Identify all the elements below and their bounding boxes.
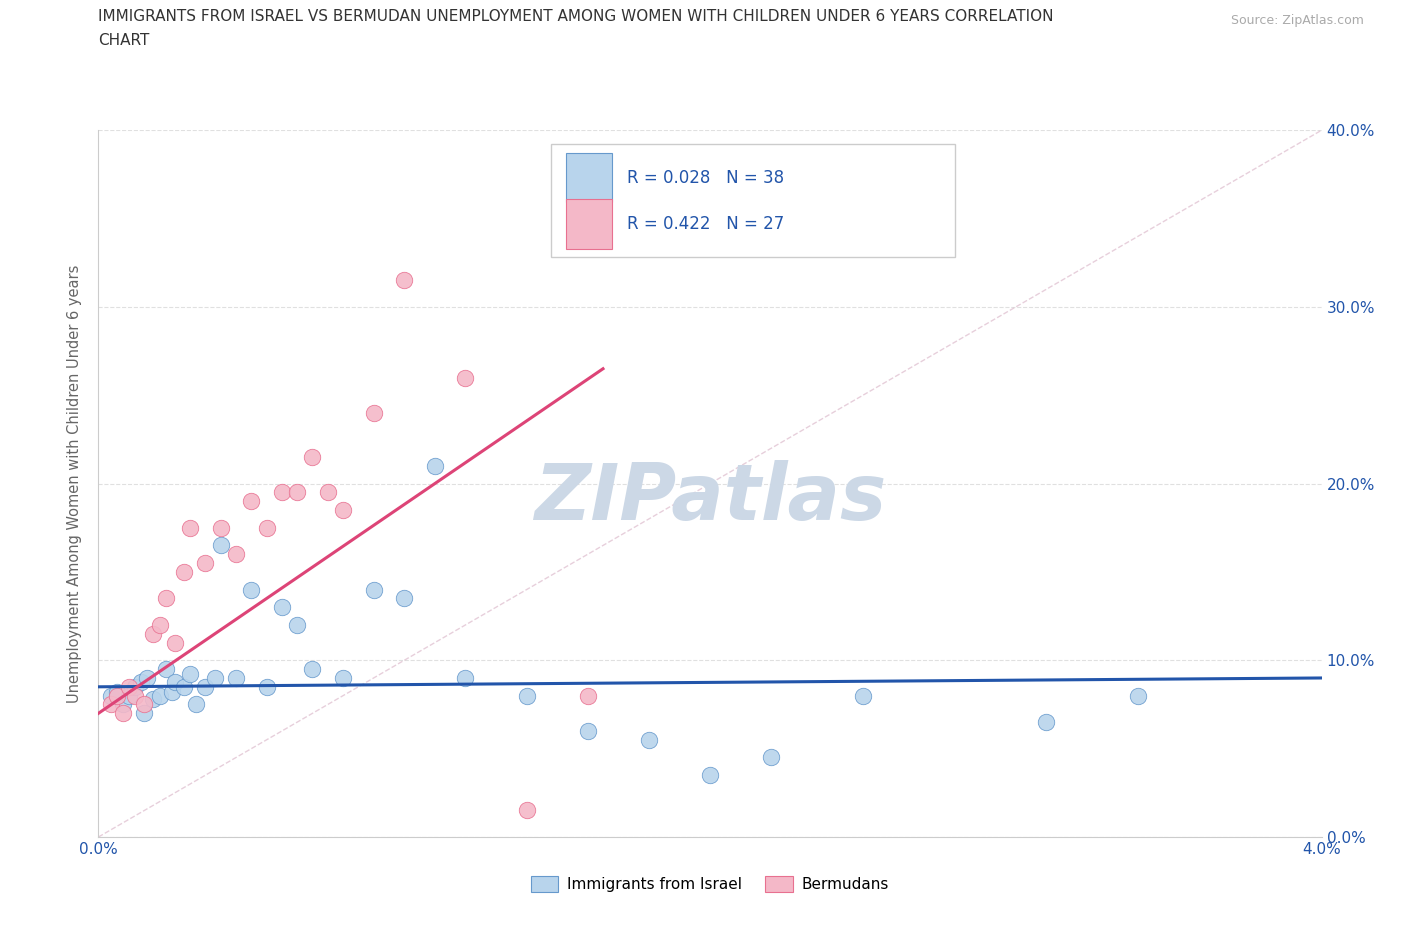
Point [270,600,294,615]
Point [149,618,172,632]
Point [240,582,263,597]
Y-axis label: Unemployment Among Women with Children Under 6 years: Unemployment Among Women with Children U… [67,264,83,703]
Point [163,674,186,689]
Point [256,679,278,694]
FancyBboxPatch shape [551,144,955,258]
Point [204,671,226,685]
Point [285,618,308,632]
Legend: Immigrants from Israel, Bermudans: Immigrants from Israel, Bermudans [523,869,897,900]
Point [100,698,122,712]
Point [118,679,141,694]
Point [155,662,177,677]
Point [160,684,183,699]
Point [225,671,247,685]
Point [149,688,172,703]
FancyBboxPatch shape [565,153,612,203]
Point [163,635,186,650]
Point [576,688,599,703]
Point [105,688,128,703]
Point [392,273,416,288]
Point [111,706,134,721]
Point [142,692,165,707]
Point [136,671,159,685]
Point [316,485,339,500]
Point [515,688,537,703]
Point [134,706,156,721]
Point [155,591,177,606]
Point [111,698,134,712]
Point [638,733,661,748]
Point [332,503,354,518]
Point [332,671,354,685]
Point [173,565,195,579]
Point [699,768,721,783]
Point [194,679,217,694]
Point [852,688,875,703]
Point [100,688,122,703]
FancyBboxPatch shape [565,199,612,249]
Point [173,679,195,694]
Point [363,405,385,420]
Point [124,688,146,703]
Point [1035,715,1057,730]
Point [454,671,477,685]
Point [285,485,308,500]
Point [194,556,217,571]
Point [363,582,385,597]
Text: R = 0.422   N = 27: R = 0.422 N = 27 [627,215,785,233]
Point [240,494,263,509]
Point [301,450,323,465]
Point [392,591,416,606]
Point [179,667,201,682]
Point [761,750,783,764]
Point [118,688,141,703]
Point [423,458,446,473]
Text: Source: ZipAtlas.com: Source: ZipAtlas.com [1230,14,1364,27]
Text: ZIPatlas: ZIPatlas [534,459,886,536]
Point [301,662,323,677]
Point [256,521,278,536]
Point [1128,688,1150,703]
Point [576,724,599,738]
Point [134,698,156,712]
Point [209,538,232,553]
Point [124,679,146,694]
Text: CHART: CHART [98,33,150,47]
Point [225,547,247,562]
Text: R = 0.028   N = 38: R = 0.028 N = 38 [627,168,785,187]
Point [142,627,165,642]
Text: IMMIGRANTS FROM ISRAEL VS BERMUDAN UNEMPLOYMENT AMONG WOMEN WITH CHILDREN UNDER : IMMIGRANTS FROM ISRAEL VS BERMUDAN UNEMP… [98,9,1054,24]
Point [209,521,232,536]
Point [129,674,152,689]
Point [270,485,294,500]
Point [105,684,128,699]
Point [454,370,477,385]
Point [179,521,201,536]
Point [515,804,537,818]
Point [186,698,208,712]
